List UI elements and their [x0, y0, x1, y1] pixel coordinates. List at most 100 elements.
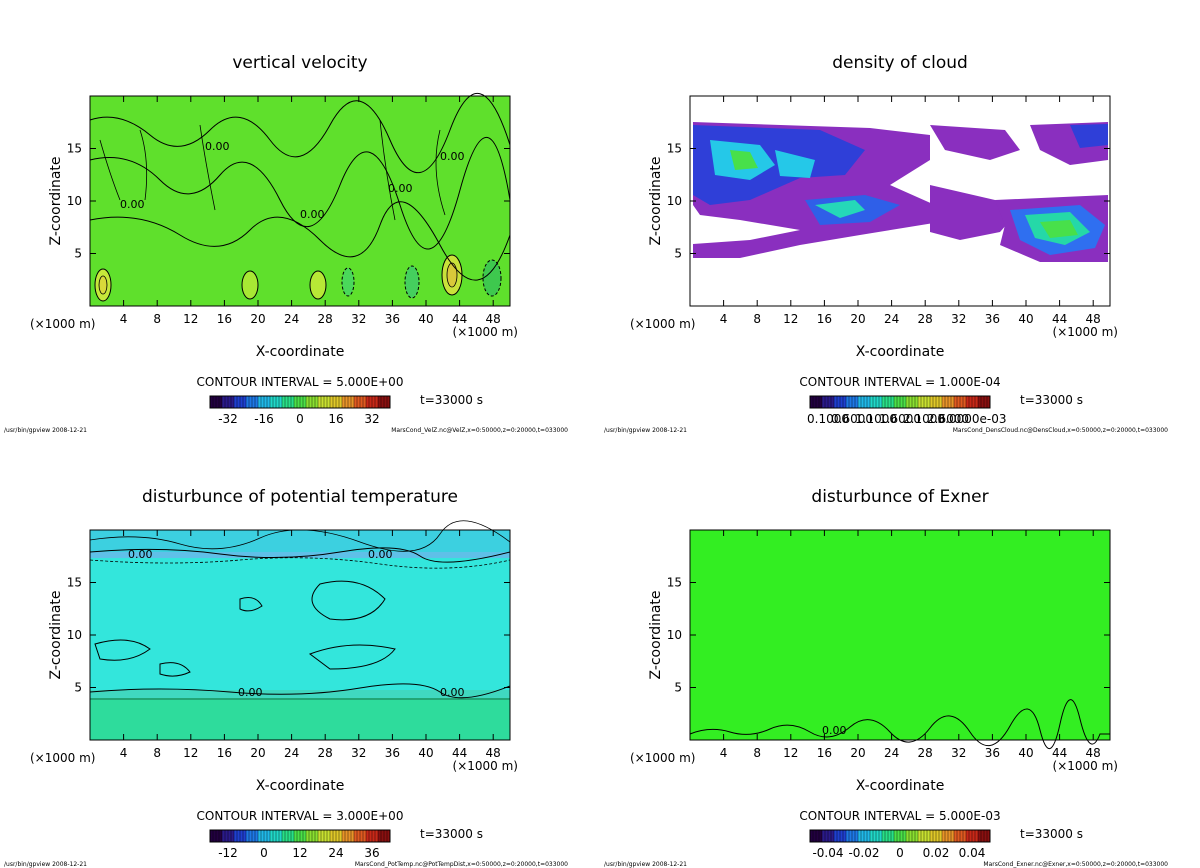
- x-tick-label: 12: [183, 746, 198, 760]
- colorbar-swatch: [342, 396, 346, 408]
- x-unit-right: (×1000 m): [1053, 759, 1118, 773]
- colorbar-swatch: [966, 830, 970, 842]
- colorbar-swatch: [288, 396, 292, 408]
- colorbar-swatch: [309, 830, 313, 842]
- x-tick-label: 48: [1086, 746, 1101, 760]
- colorbar-swatch: [219, 396, 223, 408]
- colorbar-swatch: [837, 830, 841, 842]
- contour-line: [99, 119, 446, 221]
- colorbar-swatch: [357, 830, 361, 842]
- colorbar-swatch: [372, 830, 376, 842]
- x-unit-right: (×1000 m): [453, 325, 518, 339]
- x-unit-left: (×1000 m): [30, 317, 95, 331]
- x-unit-left: (×1000 m): [630, 317, 695, 331]
- colorbar-swatch: [870, 830, 874, 842]
- y-axis-label: Z-coordinate: [648, 590, 664, 679]
- x-tick-label: 4: [120, 746, 128, 760]
- cloud-region: [775, 150, 815, 178]
- colorbar-swatch: [333, 396, 337, 408]
- colorbar-swatch: [828, 830, 832, 842]
- x-tick-label: 16: [217, 312, 232, 326]
- colorbar-swatch: [378, 830, 382, 842]
- x-tick-label: 28: [918, 312, 933, 326]
- colorbar-tick-label: 0.04: [959, 846, 986, 860]
- colorbar-tick-label: 12: [292, 846, 307, 860]
- x-tick-label: 20: [250, 312, 265, 326]
- x-tick-label: 4: [720, 746, 728, 760]
- colorbar-swatch: [360, 396, 364, 408]
- colorbar-frame: [809, 829, 991, 843]
- colorbar-swatch: [933, 830, 937, 842]
- y-tick-label: 5: [74, 247, 82, 261]
- downdraft-cell: [341, 267, 355, 297]
- colorbar-swatch: [915, 396, 919, 408]
- x-tick-label: 40: [1018, 746, 1033, 760]
- colorbar-swatch: [975, 396, 979, 408]
- chart-potential-temperature: disturbunce of potential temperature 0.0…: [4, 487, 568, 868]
- colorbar-swatch: [963, 830, 967, 842]
- colorbar-swatch: [837, 396, 841, 408]
- colorbar-swatch: [894, 830, 898, 842]
- colorbar-swatch: [987, 396, 991, 408]
- cloud-layer: [693, 122, 1108, 262]
- colorbar: 0.10000.60001.10001.60002.10002.60003.00…: [807, 395, 1006, 426]
- x-tick-label: 8: [153, 746, 161, 760]
- x-tick-label: 32: [951, 746, 966, 760]
- colorbar-swatch: [333, 830, 337, 842]
- colorbar-swatch: [216, 830, 220, 842]
- colorbar-swatch: [834, 396, 838, 408]
- colorbar-swatch: [828, 396, 832, 408]
- colorbar-swatch: [870, 396, 874, 408]
- colorbar-swatch: [273, 396, 277, 408]
- colorbar-swatch: [315, 396, 319, 408]
- colorbar-swatch: [813, 830, 817, 842]
- colorbar-swatch: [939, 830, 943, 842]
- x-tick-label: 28: [318, 746, 333, 760]
- colorbar-swatch: [933, 396, 937, 408]
- chart-density-of-cloud: density of cloud 4 8 12 16 20 24 28 32 36 40 44 48 …: [604, 53, 1168, 434]
- colorbar-tick-label: 1.1000: [855, 412, 897, 426]
- colorbar-swatch: [261, 396, 265, 408]
- colorbar-swatch: [324, 396, 328, 408]
- colorbar-swatch: [852, 830, 856, 842]
- y-tick-label: 15: [667, 576, 682, 590]
- x-tick-label: 20: [850, 312, 865, 326]
- y-axis: 5 10 15: [667, 142, 1110, 261]
- colorbar-swatch: [240, 830, 244, 842]
- colorbar-swatch: [312, 830, 316, 842]
- colorbar-swatch: [363, 396, 367, 408]
- cloud-region: [930, 185, 1015, 240]
- updraft-core: [446, 262, 458, 288]
- downdraft-cell: [404, 265, 420, 299]
- colorbar-swatch: [327, 830, 331, 842]
- updraft-cell: [241, 270, 259, 300]
- colorbar: -32 -16 0 16 32: [209, 395, 391, 426]
- cloud-region: [1070, 124, 1108, 148]
- colorbar-swatch: [300, 396, 304, 408]
- colorbar-swatch: [978, 830, 982, 842]
- colorbar-swatch: [222, 396, 226, 408]
- x-tick-label: 28: [918, 746, 933, 760]
- upper-layer: [90, 530, 510, 552]
- x-tick-label: 36: [385, 312, 400, 326]
- contour-label: 0.00: [440, 150, 465, 163]
- colorbar-swatch: [369, 396, 373, 408]
- colorbar-swatch: [291, 396, 295, 408]
- colorbar-swatch: [858, 830, 862, 842]
- colorbar-swatch: [831, 396, 835, 408]
- colorbar-swatch: [231, 396, 235, 408]
- footer-source: MarsCond_Exner.nc@Exner,x=0:50000,z=0:20…: [983, 861, 1168, 868]
- colorbar-swatch: [384, 830, 388, 842]
- colorbar-swatch: [939, 396, 943, 408]
- colorbar-swatch: [951, 830, 955, 842]
- colorbar-tick-label: -32: [218, 412, 238, 426]
- updraft-core: [98, 275, 108, 295]
- contour-label: 0.00: [238, 686, 263, 699]
- colorbar-swatch: [228, 396, 232, 408]
- contour-interval: CONTOUR INTERVAL = 5.000E+00: [197, 375, 404, 389]
- contour-line: [159, 662, 191, 677]
- colorbar-swatch: [969, 396, 973, 408]
- colorbar-swatch: [318, 396, 322, 408]
- y-tick-label: 10: [67, 194, 82, 208]
- y-axis: 5 10 15: [67, 142, 510, 261]
